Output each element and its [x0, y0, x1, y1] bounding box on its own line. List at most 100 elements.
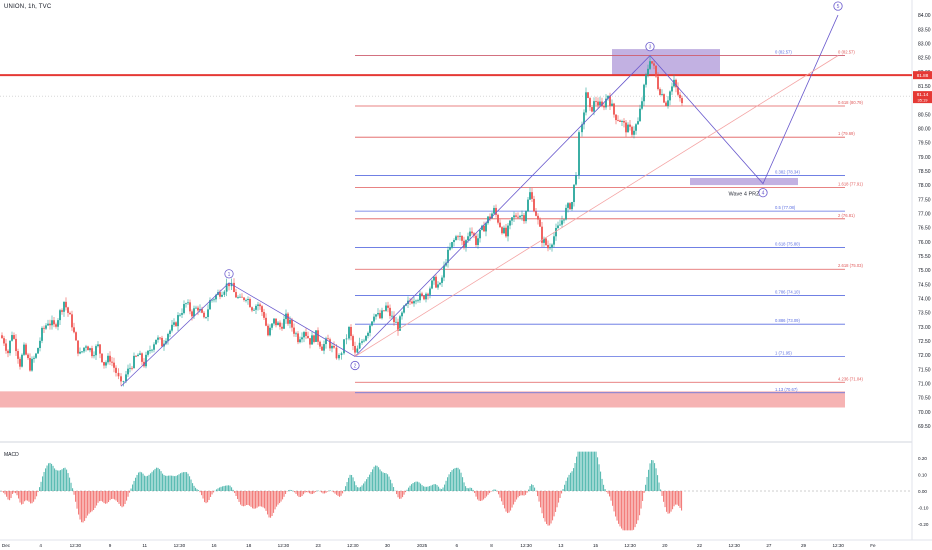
candle-body [37, 348, 39, 354]
macd-bar [172, 475, 174, 491]
candle-body [411, 301, 413, 304]
macd-bar [49, 462, 51, 491]
wave-label-circle [833, 1, 843, 11]
macd-bar [310, 491, 312, 495]
time-axis[interactable]: Dec 4 12:30 9 11 12:30 16 18 12:30 23 12:30 30 2025 6… [2, 543, 876, 548]
macd-bar [189, 476, 191, 491]
macd-bar [1, 491, 3, 492]
candle-body [7, 350, 9, 354]
macd-bar [144, 475, 146, 491]
candle-body [443, 265, 445, 278]
candle-body [483, 225, 485, 232]
fib-ext-label: 2 (76.81) [838, 213, 855, 218]
macd-bar [211, 491, 213, 495]
macd-bar [559, 491, 561, 498]
macd-bar [180, 473, 182, 491]
candle-body [487, 216, 489, 224]
price-tick: 76.50 [918, 226, 931, 232]
macd-bar [388, 476, 390, 491]
candle-body [567, 203, 569, 208]
candle-body [257, 304, 259, 306]
candle-body [135, 355, 137, 357]
symbol-title: UNION, 1h, TVC [4, 4, 52, 10]
macd-bar [184, 472, 186, 491]
macd-bar [105, 491, 107, 504]
macd-bar [114, 491, 116, 500]
macd-bar [325, 491, 327, 493]
candle-body [569, 203, 571, 210]
macd-bar [223, 485, 225, 491]
candle-body [213, 299, 215, 301]
wave-label-circle [758, 188, 768, 198]
macd-bar [163, 475, 165, 491]
macd-bar [465, 486, 467, 491]
macd-bar [436, 485, 438, 491]
macd-bar [519, 491, 521, 496]
macd-bar [273, 491, 275, 513]
macd-bar [31, 491, 33, 504]
macd-bar [321, 491, 323, 493]
macd-bar [103, 491, 105, 504]
time-tick: 12:30 [347, 543, 359, 548]
macd-bar [291, 490, 293, 491]
candle-body [603, 106, 605, 108]
candle-body [531, 192, 533, 199]
macd-bar [120, 491, 122, 506]
time-tick: 4 [39, 543, 42, 548]
macd-bar [370, 472, 372, 491]
candle-body [209, 300, 211, 310]
macd-bar [154, 468, 156, 491]
macd-bar [147, 475, 149, 491]
macd-bar [379, 469, 381, 491]
macd-bar [385, 473, 387, 491]
macd-bar [517, 491, 519, 498]
candle-body [647, 68, 649, 75]
macd-bar [213, 491, 215, 493]
macd-bar [637, 491, 639, 521]
candle-body [350, 327, 352, 337]
candle-body [497, 214, 499, 223]
candle-body [293, 327, 295, 334]
macd-bar [648, 469, 650, 491]
price-tick: 70.50 [918, 396, 931, 402]
macd-bar [303, 491, 305, 495]
candle-body [491, 213, 493, 219]
macd-bar [243, 491, 245, 507]
macd-bar [676, 491, 678, 505]
macd-bar [3, 491, 5, 493]
candle-body [183, 304, 185, 314]
candle-body [125, 374, 127, 382]
macd-bar [18, 491, 20, 499]
candle-body [553, 236, 555, 245]
macd-bar [447, 477, 449, 491]
time-tick: 16 [211, 543, 217, 548]
macd-bar [432, 484, 434, 491]
macd-bar [117, 491, 119, 503]
macd-bar [45, 468, 47, 491]
macd-bar [657, 475, 659, 491]
macd-bar [393, 487, 395, 491]
candle-body [153, 344, 155, 350]
macd-bar [384, 472, 386, 491]
macd-bar [382, 472, 384, 491]
macd-bar [240, 491, 242, 505]
macd-bar [403, 491, 405, 495]
macd-bar [418, 482, 420, 491]
macd-tick: 0.20 [918, 456, 927, 461]
macd-bar [279, 491, 281, 504]
candle-body [31, 358, 33, 371]
macd-bar [619, 491, 621, 527]
macd-bar [627, 491, 629, 531]
macd-bar [192, 483, 194, 491]
macd-bar [348, 477, 350, 491]
macd-bar [145, 476, 147, 491]
macd-bar [94, 491, 96, 508]
candle-body [505, 227, 507, 237]
macd-bar [457, 467, 459, 491]
price-axis[interactable]: 84.0083.5083.0082.5082.0081.5081.0080.50… [913, 13, 932, 430]
candle-body [233, 282, 235, 293]
price-tick: 70.00 [918, 410, 931, 416]
macd-bar [249, 491, 251, 506]
macd-bar [667, 491, 669, 514]
